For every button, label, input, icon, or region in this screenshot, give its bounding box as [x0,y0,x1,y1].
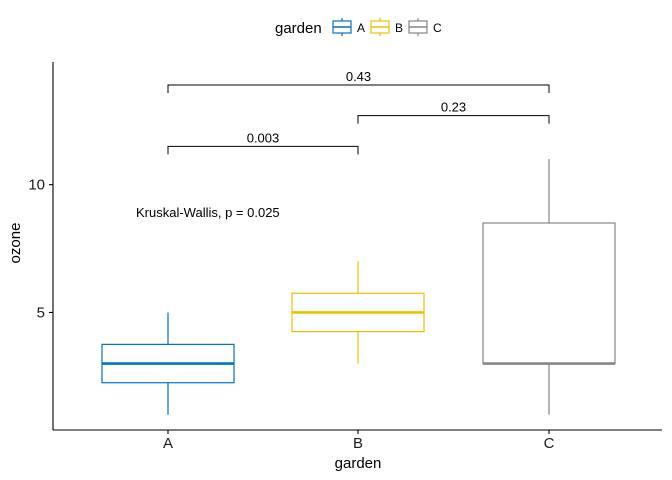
box-c [482,159,616,415]
legend-title: garden [275,20,322,37]
y-tick-label: 10 [28,177,45,194]
axes: 5 10 A B C [28,62,662,452]
x-tick-label: C [544,435,555,452]
y-axis-title: ozone [7,223,24,264]
comparison-p-value: 0.003 [247,130,280,145]
comparison-p-value: 0.23 [441,100,466,115]
legend-label: B [395,21,403,35]
legend-key-a: A [332,18,365,36]
x-tick-label: B [353,435,363,452]
box-a [101,312,235,415]
box-iqr [482,222,616,365]
comparison-brackets: 0.003 0.23 0.43 [167,69,550,155]
comparison-a-c: 0.43 [167,69,550,93]
legend-label: C [433,21,442,35]
x-axis-title: garden [335,455,382,472]
box-b [291,261,425,364]
comparison-b-c: 0.23 [357,100,550,124]
comparison-bracket [167,145,359,155]
legend-label: A [357,21,365,35]
comparison-bracket [167,84,550,93]
y-tick-label: 5 [37,304,45,321]
boxplots [101,159,616,415]
x-tick-label: A [163,435,173,452]
comparison-p-value: 0.43 [346,69,371,84]
comparison-a-b: 0.003 [167,130,359,155]
comparison-bracket [357,115,550,124]
legend-key-b: B [370,18,403,36]
kruskal-wallis-label: Kruskal-Wallis, p = 0.025 [136,205,280,220]
legend-key-c: C [408,18,442,36]
legend: garden A B C [275,18,442,37]
